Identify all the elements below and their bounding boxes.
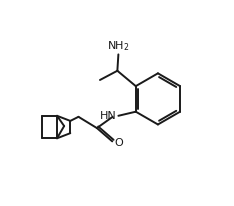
Text: HN: HN <box>100 111 117 121</box>
Text: O: O <box>115 138 124 148</box>
Text: NH$_2$: NH$_2$ <box>107 39 130 53</box>
